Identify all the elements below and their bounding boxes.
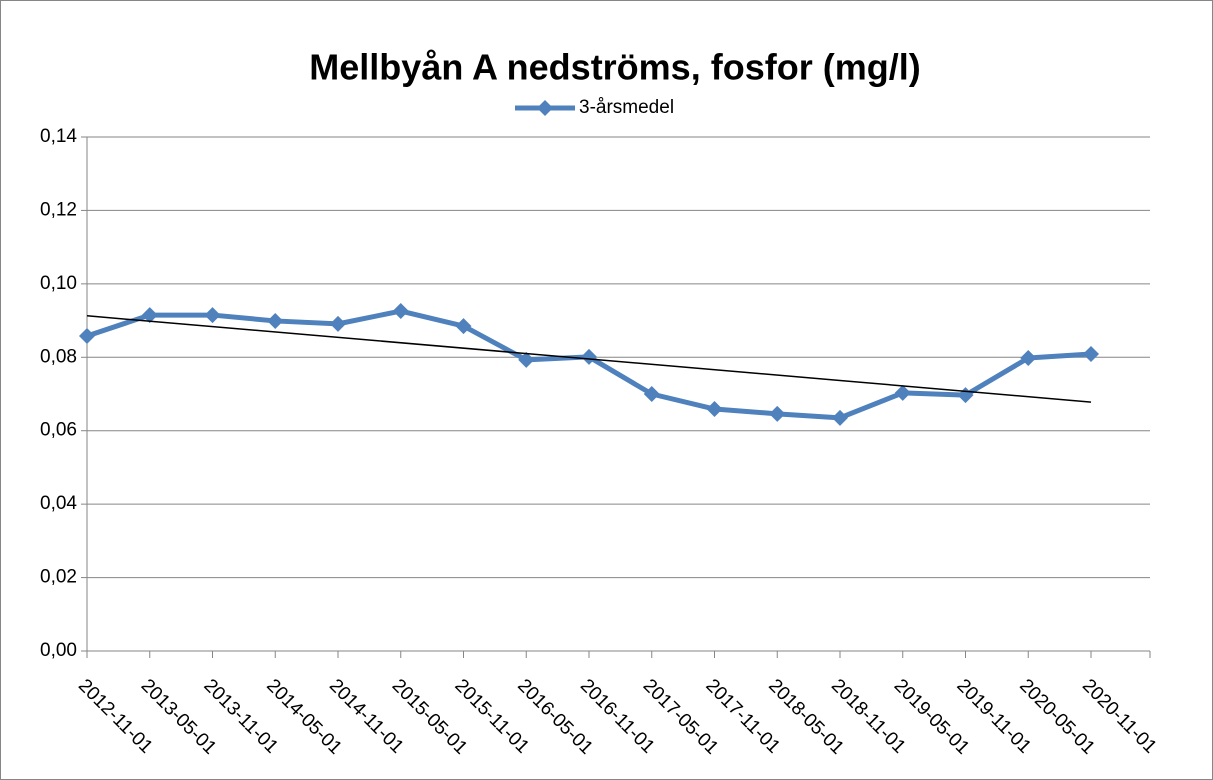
point-marker (204, 307, 221, 324)
y-tick-label: 0,10 (40, 273, 77, 294)
point-marker (518, 351, 535, 368)
legend-label: 3-årsmedel (579, 97, 674, 118)
y-tick-label: 0,04 (40, 493, 77, 514)
y-tick-label: 0,00 (40, 640, 77, 661)
y-tick-label: 0,02 (40, 567, 77, 588)
point-marker (1083, 345, 1099, 362)
point-marker (832, 409, 848, 426)
point-marker (769, 405, 786, 422)
point-marker (643, 386, 660, 402)
legend-marker (537, 100, 553, 116)
point-marker (79, 327, 95, 344)
y-tick-label: 0,06 (40, 420, 77, 441)
point-marker (392, 303, 409, 320)
point-marker (330, 315, 346, 332)
y-tick-label: 0,12 (40, 199, 77, 220)
point-marker (267, 312, 284, 329)
y-tick-label: 0,14 (40, 126, 77, 147)
point-marker (706, 401, 723, 418)
point-marker (141, 307, 158, 324)
point-marker (581, 348, 597, 365)
point-marker (455, 318, 472, 335)
point-marker (1020, 350, 1037, 367)
y-tick-label: 0,08 (40, 346, 77, 367)
trendline (86, 315, 1092, 403)
chart-title: Mellbyån A nedströms, fosfor (mg/l) (309, 47, 920, 88)
point-marker (894, 384, 911, 401)
